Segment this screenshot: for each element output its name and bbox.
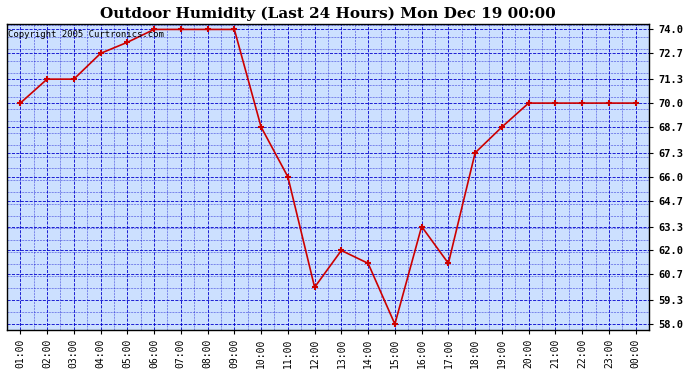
Text: Copyright 2005 Curtronics.com: Copyright 2005 Curtronics.com bbox=[8, 30, 164, 39]
Title: Outdoor Humidity (Last 24 Hours) Mon Dec 19 00:00: Outdoor Humidity (Last 24 Hours) Mon Dec… bbox=[100, 7, 556, 21]
